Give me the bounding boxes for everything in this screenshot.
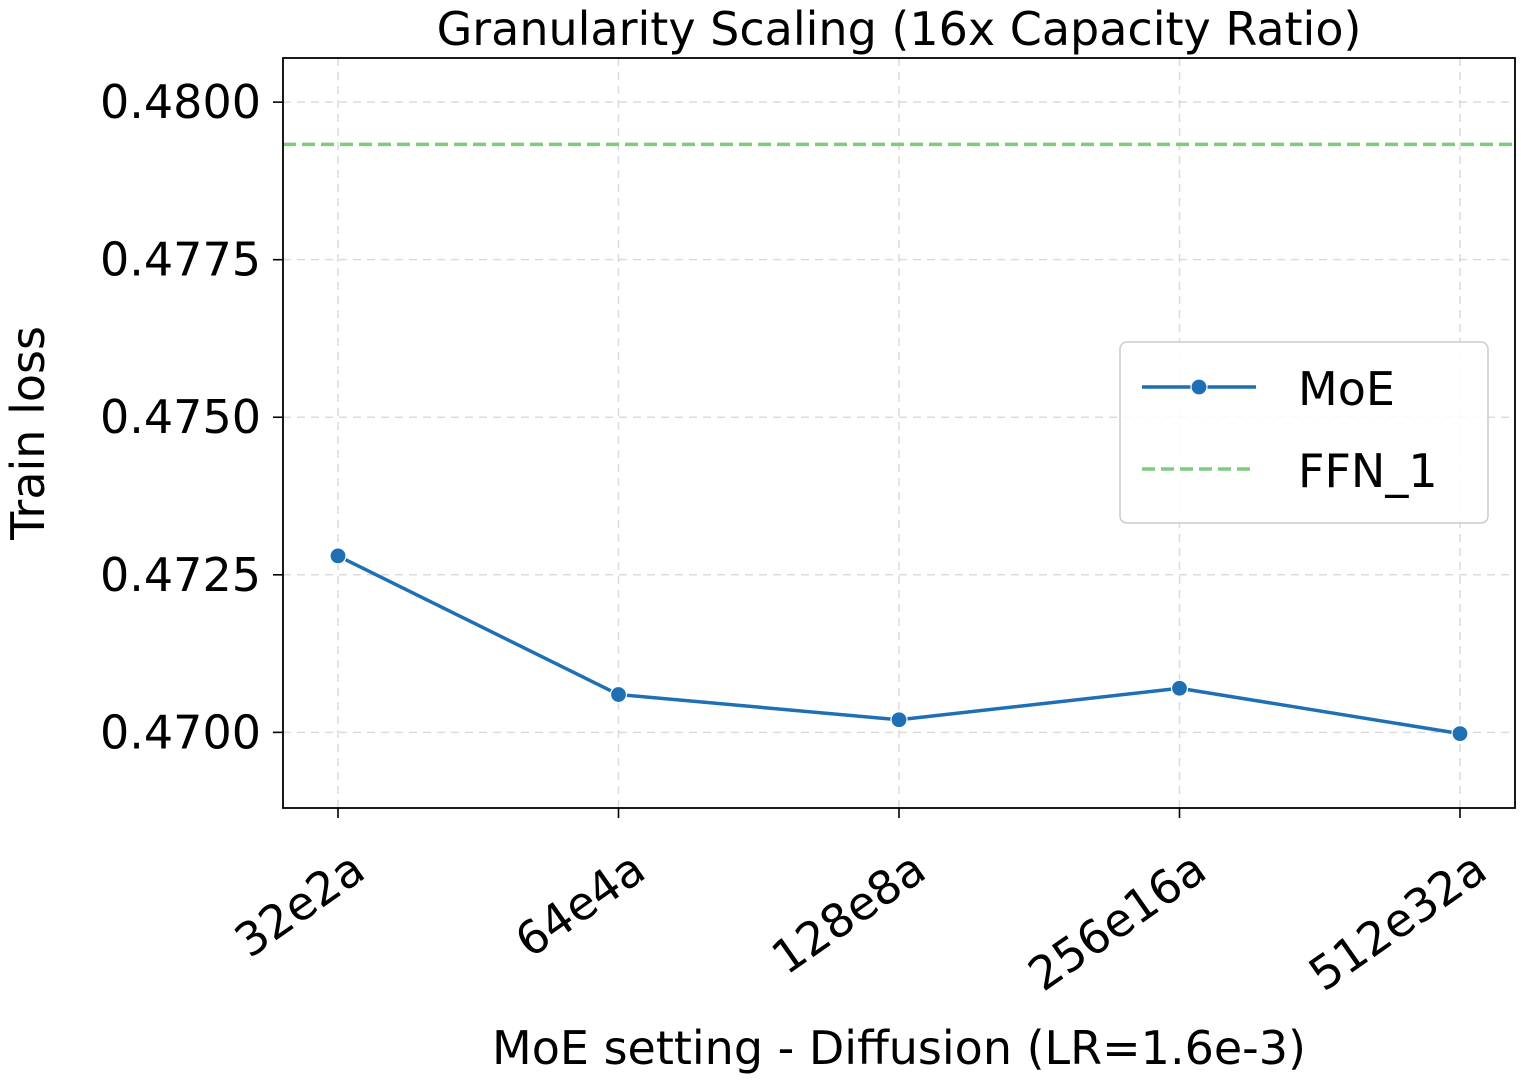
legend-label-ffn: FFN_1 — [1298, 444, 1438, 498]
x-axis-label: MoE setting - Diffusion (LR=1.6e-3) — [492, 1021, 1306, 1075]
moe-data-point — [1451, 725, 1469, 743]
y-axis: 0.4700 0.4725 0.4750 0.4775 0.4800 — [100, 75, 283, 759]
moe-data-point — [329, 547, 347, 565]
x-tick-label: 128e8a — [762, 841, 935, 985]
legend-moe-marker — [1190, 378, 1208, 396]
y-tick-label: 0.4750 — [100, 390, 261, 444]
legend: MoE FFN_1 — [1119, 341, 1489, 524]
y-tick-label: 0.4700 — [100, 705, 261, 759]
x-tick-label: 256e16a — [1018, 841, 1215, 1002]
y-tick-label: 0.4775 — [100, 233, 261, 287]
series-layer — [329, 547, 1469, 743]
y-tick-label: 0.4800 — [100, 75, 261, 129]
x-tick-label: 64e4a — [505, 841, 654, 968]
legend-label-moe: MoE — [1298, 362, 1395, 416]
moe-data-point — [1170, 679, 1189, 697]
y-axis-label: Train loss — [1, 326, 55, 541]
x-tick-label: 32e2a — [225, 841, 374, 968]
moe-data-point — [890, 711, 908, 729]
moe-data-point — [609, 685, 628, 704]
x-axis: 32e2a 64e4a 128e8a 256e16a 512e32a — [225, 808, 1496, 1002]
chart-title: Granularity Scaling (16x Capacity Ratio) — [437, 2, 1362, 56]
y-tick-label: 0.4725 — [100, 548, 261, 602]
x-tick-label: 512e32a — [1299, 841, 1496, 1002]
